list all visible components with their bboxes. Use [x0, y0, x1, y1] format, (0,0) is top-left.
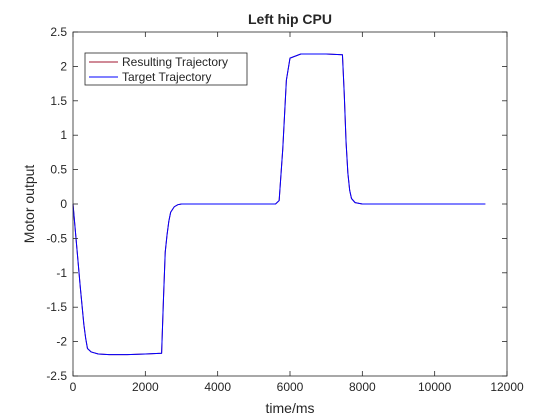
series-line-target-trajectory — [72, 53, 486, 356]
y-tick-label: -2.5 — [46, 369, 67, 383]
y-tick-label: -1 — [56, 266, 67, 280]
axes-layer: 0 2000 4000 6000 8000 10000 12000 -2.5 -2 -1.5 -1 -… — [46, 25, 524, 394]
series-layer — [72, 53, 486, 356]
y-tick-label: -0.5 — [46, 231, 67, 245]
legend-box — [84, 52, 248, 86]
x-tick-label: 10000 — [418, 380, 452, 394]
y-axis-title: Motor output — [21, 165, 37, 244]
y-tick-label: 0 — [60, 197, 67, 211]
x-tick-label: 6000 — [277, 380, 304, 394]
legend-label-target-trajectory: Target Trajectory — [122, 70, 211, 84]
chart-title: Left hip CPU — [248, 11, 332, 27]
y-tick-label: 0.5 — [50, 163, 67, 177]
legend-label-resulting-trajectory: Resulting Trajectory — [122, 55, 228, 69]
x-tick-label: 8000 — [349, 380, 376, 394]
x-tick-label: 12000 — [490, 380, 524, 394]
legend: Resulting Trajectory Target Trajectory — [84, 52, 248, 86]
x-tick-label: 0 — [70, 380, 77, 394]
x-axis-title: time/ms — [266, 400, 315, 416]
y-tick-label: 2 — [60, 59, 67, 73]
x-tick-label: 4000 — [204, 380, 231, 394]
y-tick-label: -1.5 — [46, 300, 67, 314]
y-tick-label: 1.5 — [50, 94, 67, 108]
x-tick-label: 2000 — [132, 380, 159, 394]
y-tick-label: 1 — [60, 128, 67, 142]
y-tick-label: -2 — [56, 335, 67, 349]
y-tick-label: 2.5 — [50, 25, 67, 39]
